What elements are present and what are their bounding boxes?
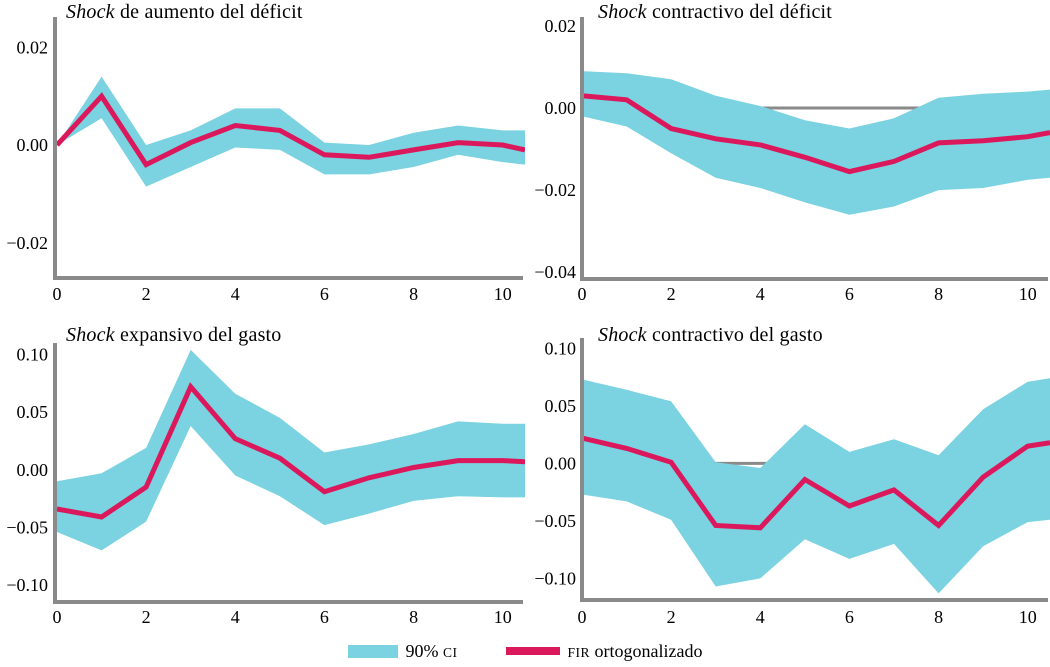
y-tick-label: 0.05	[17, 402, 49, 422]
panel-top-right: 0.02 0.00 −0.02 −0.040 2 4 6 8 10	[534, 16, 1050, 304]
title-italic-word: Shock	[598, 324, 647, 346]
y-tick-label: 0.00	[545, 453, 577, 473]
x-tick-label: 8	[409, 607, 418, 627]
x-tick-label: 4	[231, 607, 240, 627]
x-axis	[53, 276, 523, 280]
y-tick-label: 0.00	[17, 460, 49, 480]
legend-item: FIR ortogonalizado	[505, 640, 703, 662]
panel-bottom-right: 0.10 0.05 0.00 −0.05 −0.100 2 4 6 8 10	[534, 338, 1050, 627]
legend-label: 90% CI	[405, 640, 458, 661]
x-axis	[580, 277, 1048, 281]
y-axis	[53, 17, 57, 280]
y-tick-label: 0.02	[545, 16, 577, 36]
x-tick-label: 0	[53, 607, 62, 627]
ci-band	[582, 71, 1050, 215]
x-tick-label: 0	[53, 284, 62, 304]
x-tick-label: 6	[845, 607, 854, 627]
irf-line	[581, 435, 1050, 531]
ci-band-swatch	[347, 644, 398, 658]
legend-item: 90% CI	[347, 640, 458, 662]
ci-band	[57, 349, 525, 551]
y-tick-label: −0.05	[534, 511, 576, 531]
y-tick-label: −0.02	[6, 233, 48, 253]
y-axis	[580, 17, 584, 281]
x-tick-label: 10	[494, 284, 512, 304]
panel-title-top-right: Shock contractivo del déficit	[598, 1, 832, 24]
x-tick-label: 2	[142, 284, 151, 304]
title-text: expansivo del gasto	[114, 324, 282, 346]
legend-label-smallcaps: CI	[443, 644, 458, 660]
irf-line-swatch	[505, 647, 560, 655]
x-tick-label: 10	[1019, 284, 1037, 304]
x-tick-label: 0	[578, 284, 587, 304]
panel-top-left: 0.02 0.00 −0.02 0 2 4 6 8 10	[6, 17, 525, 304]
x-tick-label: 10	[494, 607, 512, 627]
title-italic-word: Shock	[598, 1, 647, 23]
x-tick-label: 0	[578, 607, 587, 627]
y-axis	[580, 338, 584, 602]
irf-line	[55, 92, 525, 168]
y-tick-label: −0.05	[6, 517, 48, 537]
x-tick-label: 2	[142, 607, 151, 627]
x-tick-label: 8	[934, 607, 943, 627]
title-text: contractivo del gasto	[646, 324, 823, 346]
x-tick-label: 8	[934, 284, 943, 304]
title-text: contractivo del déficit	[646, 1, 833, 23]
legend-label: FIR ortogonalizado	[567, 640, 703, 661]
y-tick-label: −0.02	[534, 180, 576, 200]
x-tick-label: 8	[409, 284, 418, 304]
y-tick-label: 0.05	[545, 396, 577, 416]
irf-line	[56, 382, 525, 520]
title-italic-word: Shock	[66, 324, 115, 346]
y-tick-label: −0.04	[534, 262, 576, 282]
x-axis	[53, 600, 523, 604]
y-tick-label: 0.00	[17, 135, 49, 155]
panel-title-top-left: Shock de aumento del déficit	[66, 1, 303, 24]
title-text: de aumento del déficit	[114, 1, 303, 23]
x-tick-label: 2	[667, 607, 676, 627]
panel-title-bottom-left: Shock expansivo del gasto	[66, 324, 282, 347]
y-tick-label: −0.10	[6, 575, 48, 595]
y-tick-label: 0.02	[17, 37, 49, 57]
y-tick-label: 0.00	[545, 98, 577, 118]
x-tick-label: 6	[845, 284, 854, 304]
legend: 90% CI FIR ortogonalizado	[0, 637, 1050, 665]
x-tick-label: 4	[756, 607, 765, 627]
y-tick-label: 0.10	[545, 338, 577, 358]
irf-line	[581, 93, 1050, 175]
legend-label-smallcaps: FIR	[567, 644, 591, 660]
x-tick-label: 6	[320, 284, 329, 304]
x-axis	[580, 598, 1048, 602]
panel-bottom-left: 0.10 0.05 0.00 −0.05 −0.100 2 4 6 8 10	[6, 343, 525, 627]
x-tick-label: 2	[667, 284, 676, 304]
title-italic-word: Shock	[66, 1, 115, 23]
y-tick-label: −0.10	[534, 568, 576, 588]
y-tick-label: 0.10	[17, 345, 49, 365]
x-tick-label: 4	[231, 284, 240, 304]
panel-title-bottom-right: Shock contractivo del gasto	[598, 324, 823, 347]
ci-band	[57, 76, 525, 187]
x-tick-label: 6	[320, 607, 329, 627]
y-axis	[53, 343, 57, 604]
x-tick-label: 4	[756, 284, 765, 304]
x-tick-label: 10	[1019, 607, 1037, 627]
